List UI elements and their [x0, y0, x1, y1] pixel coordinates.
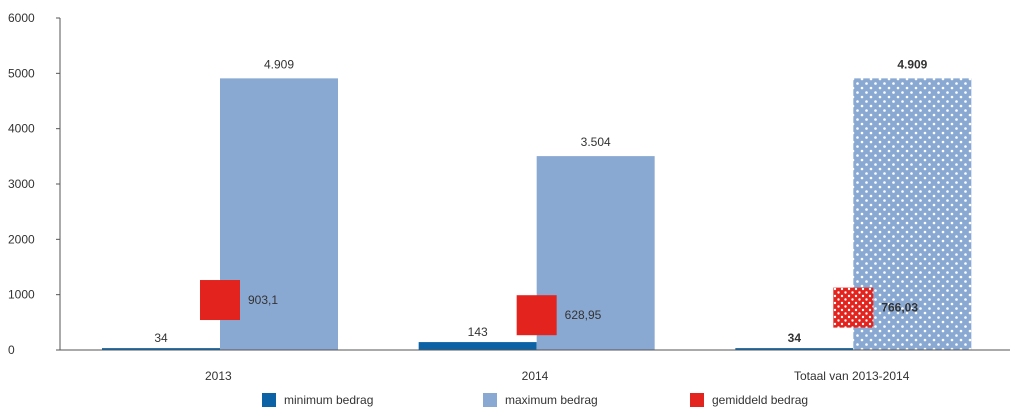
data-label-minimum: 143	[468, 325, 488, 339]
marker-gemiddeld-bedrag	[200, 280, 240, 321]
marker-gemiddeld-bedrag	[833, 287, 874, 328]
y-tick-label: 4000	[8, 122, 35, 136]
data-label-maximum: 3.504	[581, 135, 611, 149]
y-tick-label: 3000	[8, 177, 35, 191]
x-axis: 2013 2014 Totaal van 2013-2014	[60, 349, 1010, 383]
legend-swatch	[483, 393, 497, 407]
y-axis: 0 1000 2000 3000 4000 5000 6000	[8, 11, 61, 357]
marker-gemiddeld-bedrag	[516, 295, 557, 336]
legend: minimum bedrag maximum bedrag gemiddeld be…	[262, 393, 808, 407]
y-tick-label: 5000	[8, 66, 35, 80]
data-label-gemiddeld: 903,1	[248, 293, 278, 307]
bar-minimum-bedrag	[418, 342, 537, 350]
x-category-label: 2013	[205, 369, 232, 383]
data-label-minimum: 34	[154, 331, 168, 345]
legend-label: gemiddeld bedrag	[712, 393, 808, 407]
x-category-label: Totaal van 2013-2014	[794, 369, 910, 383]
bar-minimum-bedrag	[102, 348, 220, 350]
x-category-label: 2014	[522, 369, 549, 383]
data-label-maximum: 4.909	[264, 57, 294, 71]
y-tick-label: 1000	[8, 288, 35, 302]
legend-label: maximum bedrag	[505, 393, 598, 407]
bar-minimum-bedrag	[735, 348, 854, 350]
y-tick-label: 6000	[8, 11, 35, 25]
data-label-minimum: 34	[788, 331, 802, 345]
average-markers	[200, 280, 874, 336]
legend-label: minimum bedrag	[284, 393, 373, 407]
y-tick-label: 2000	[8, 232, 35, 246]
data-labels: 34 4.909 903,1 143 3.504 628,95 34 4.909 766,03	[154, 57, 927, 345]
legend-swatch	[262, 393, 276, 407]
data-label-maximum: 4.909	[897, 57, 927, 71]
data-label-gemiddeld: 766,03	[881, 301, 918, 315]
legend-swatch	[690, 393, 704, 407]
y-tick-label: 0	[8, 343, 15, 357]
data-label-gemiddeld: 628,95	[565, 308, 602, 322]
